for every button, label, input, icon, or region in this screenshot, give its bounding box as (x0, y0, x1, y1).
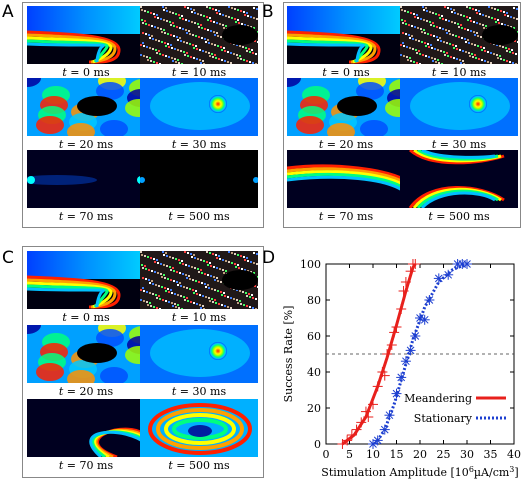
data-point-stationary (405, 345, 416, 356)
data-point-stationary (384, 410, 395, 421)
data-point-meandering (372, 381, 383, 392)
data-point-meandering (379, 370, 390, 381)
x-tick-label: 40 (507, 448, 521, 461)
data-point-meandering (400, 277, 411, 287)
frame-caption: t = 20 ms (58, 138, 114, 151)
frame-caption: t = 500 ms (428, 210, 490, 223)
frame-caption: t = 20 ms (318, 138, 374, 151)
frame-caption: t = 70 ms (58, 459, 114, 472)
data-point-meandering (405, 266, 416, 277)
frame-caption: t = 30 ms (171, 385, 227, 398)
y-tick-label: 40 (307, 366, 321, 379)
simulation-frame-a-t30 (140, 78, 258, 136)
data-point-meandering (346, 430, 357, 440)
simulation-frame-a-t500 (140, 150, 258, 208)
simulation-frame-c-t10 (140, 251, 258, 309)
x-tick-label: 35 (484, 448, 498, 461)
data-point-meandering (391, 322, 402, 332)
data-point-stationary (433, 273, 444, 284)
y-axis-label: Success Rate [%] (282, 306, 295, 403)
x-tick-label: 25 (437, 448, 451, 461)
simulation-frame-c-t500 (140, 399, 258, 457)
simulation-frame-a-t20 (27, 78, 145, 136)
panel-letter-a: A (2, 2, 14, 22)
data-point-meandering (368, 399, 378, 410)
data-point-stationary (419, 314, 430, 325)
data-point-meandering (386, 340, 397, 350)
data-point-meandering (410, 259, 421, 269)
data-point-stationary (400, 356, 411, 367)
frame-caption: t = 500 ms (168, 210, 230, 223)
frame-caption: t = 70 ms (318, 210, 374, 223)
frame-caption: t = 30 ms (431, 138, 487, 151)
x-axis-label: Stimulation Amplitude [106µA/cm3] (321, 465, 518, 479)
simulation-frame-c-t70 (27, 399, 145, 457)
frame-caption: t = 70 ms (58, 210, 114, 223)
y-tick-label: 80 (307, 294, 321, 307)
x-tick-label: 15 (390, 448, 404, 461)
data-point-meandering (351, 424, 362, 435)
simulation-frame-b-t0 (287, 6, 405, 64)
panel-letter-d: D (262, 248, 276, 268)
data-point-meandering (389, 327, 400, 338)
frame-caption: t = 500 ms (168, 459, 230, 472)
panel-letter-b: B (262, 2, 274, 22)
panel-letter-c: C (2, 248, 14, 268)
simulation-frame-b-t20 (287, 78, 405, 136)
data-point-meandering (382, 349, 393, 359)
simulation-frame-c-t30 (140, 325, 258, 383)
data-point-meandering (356, 417, 367, 428)
y-tick-label: 60 (307, 330, 321, 343)
frame-caption: t = 0 ms (62, 311, 110, 324)
y-tick-label: 0 (314, 438, 321, 451)
simulation-frame-a-t0 (27, 6, 145, 64)
frame-caption: t = 10 ms (171, 311, 227, 324)
data-point-stationary (396, 372, 407, 383)
simulation-frame-b-t10 (400, 6, 518, 64)
x-tick-label: 5 (346, 448, 353, 461)
x-tick-label: 0 (323, 448, 330, 461)
success-rate-chart: 0 5 10 15 20 25 30 35 40 0 20 40 60 80 100 Meandering St… (282, 258, 521, 479)
data-point-stationary (372, 435, 383, 446)
data-point-meandering (363, 412, 374, 422)
data-point-stationary (462, 259, 472, 269)
data-point-stationary (410, 331, 421, 341)
x-tick-label: 30 (460, 448, 474, 461)
frame-caption: t = 0 ms (62, 66, 110, 79)
y-tick-label: 100 (300, 258, 321, 271)
y-tick-label: 20 (307, 402, 321, 415)
data-point-meandering (360, 406, 371, 417)
frame-caption: t = 10 ms (171, 66, 227, 79)
simulation-frame-b-t70 (287, 150, 405, 208)
simulation-frame-b-t30 (400, 78, 518, 136)
x-tick-label: 20 (413, 448, 427, 461)
simulation-frame-a-t10 (140, 6, 258, 64)
x-tick-label: 10 (366, 448, 380, 461)
data-point-stationary (443, 269, 454, 280)
simulation-frame-c-t20 (27, 325, 145, 383)
simulation-frame-b-t500 (400, 150, 518, 208)
frame-caption: t = 30 ms (171, 138, 227, 151)
data-point-stationary (424, 295, 435, 305)
data-point-meandering (396, 304, 407, 314)
legend-label-meandering: Meandering (404, 392, 472, 405)
data-point-meandering (398, 286, 409, 296)
data-point-stationary (379, 424, 390, 435)
frame-caption: t = 10 ms (431, 66, 487, 79)
data-point-meandering (342, 435, 353, 446)
simulation-frame-c-t0 (27, 251, 145, 309)
frame-caption: t = 0 ms (322, 66, 370, 79)
simulation-frame-a-t70 (27, 150, 145, 208)
frame-caption: t = 20 ms (58, 385, 114, 398)
data-point-stationary (391, 388, 402, 399)
legend-label-stationary: Stationary (414, 412, 473, 425)
